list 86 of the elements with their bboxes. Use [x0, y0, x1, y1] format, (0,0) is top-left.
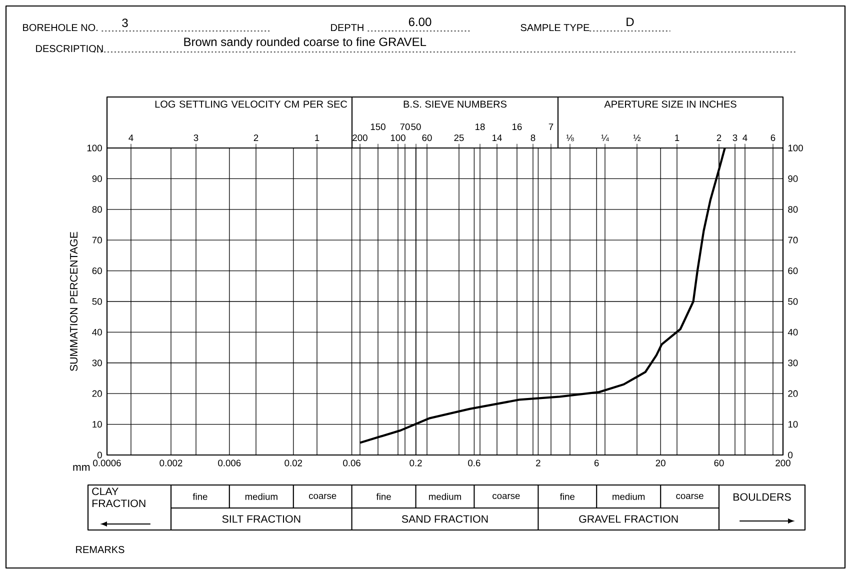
x-tick-label: 200: [776, 460, 790, 466]
y2-tick-label: 40: [788, 328, 798, 336]
text: 3: [732, 134, 738, 142]
x-tick-label: 0.2: [410, 460, 422, 466]
text: 18: [476, 123, 485, 130]
x-tick-label: 0.0006: [93, 460, 121, 466]
x-tick-label: 0.02: [284, 460, 302, 466]
text: BOREHOLE NO.: [23, 24, 98, 32]
y2-tick-label: 20: [788, 390, 798, 397]
y-tick-label: 100: [87, 144, 102, 152]
text: 50: [411, 123, 421, 130]
y2-tick-label: 60: [788, 268, 798, 274]
y2-tick-label: 100: [788, 144, 803, 152]
text: CLAY FRACTION: [92, 488, 146, 508]
text: 3: [122, 18, 128, 28]
text: 25: [454, 134, 464, 142]
y2-tick-label: 90: [788, 175, 798, 182]
text: 200: [352, 134, 368, 142]
y-axis-title: SUMMATION PERCENTAGE: [70, 232, 78, 372]
y-tick-label: 0: [97, 452, 102, 458]
y-tick-label: 20: [92, 390, 102, 397]
text: 100: [390, 134, 406, 142]
text: 1: [675, 134, 680, 141]
text: D: [626, 18, 634, 26]
text: coarse: [308, 494, 336, 500]
text: ⅛: [566, 134, 574, 142]
text: SILT FRACTION: [222, 515, 300, 523]
text: B.S. SIEVE NUMBERS: [404, 100, 506, 108]
text: medium: [245, 493, 278, 500]
x-tick-label: 60: [714, 460, 724, 466]
text: 14: [492, 134, 502, 141]
text: GRAVEL FRACTION: [579, 515, 678, 523]
y-tick-label: 30: [92, 360, 102, 366]
text: 3: [194, 134, 198, 142]
y-tick-label: 40: [92, 328, 102, 336]
text: LOG SETTLING VELOCITY CM PER SEC: [155, 100, 348, 108]
text: 70: [400, 123, 410, 130]
text: 1: [315, 134, 320, 141]
text: 8: [530, 134, 536, 142]
text: fine: [192, 493, 208, 500]
text: 7: [548, 124, 554, 130]
y2-tick-label: 80: [788, 206, 798, 213]
text: REMARKS: [76, 546, 124, 554]
x-axis-title: mm: [73, 465, 90, 471]
x-tick-label: 0.6: [468, 460, 480, 466]
y2-tick-label: 70: [788, 236, 798, 244]
y-tick-label: 50: [92, 298, 102, 305]
x-tick-label: 20: [656, 460, 666, 466]
y2-tick-label: 30: [788, 360, 798, 366]
text: Brown sandy rounded coarse to fine GRAVEL: [184, 37, 426, 48]
y2-tick-label: 10: [788, 421, 798, 428]
text: coarse: [492, 494, 520, 500]
text: 6.00: [408, 18, 432, 26]
text: 60: [422, 134, 432, 142]
text: APERTURE SIZE IN INCHES: [604, 100, 736, 108]
y-tick-label: 80: [92, 206, 102, 213]
text: 4: [742, 134, 748, 141]
text: BOULDERS: [734, 493, 791, 501]
y-tick-label: 10: [92, 421, 102, 428]
text: DESCRIPTION: [36, 45, 103, 52]
text: 6: [770, 134, 776, 142]
y2-tick-label: 50: [788, 298, 798, 305]
text: 2: [254, 134, 258, 141]
y-tick-label: 60: [92, 268, 102, 274]
text: SAND FRACTION: [402, 515, 488, 523]
y-tick-label: 70: [92, 236, 102, 244]
x-tick-label: 0.002: [160, 460, 182, 466]
text: 2: [716, 134, 722, 141]
y-tick-label: 90: [92, 175, 102, 182]
x-tick-label: 2: [536, 460, 540, 466]
x-tick-label: 0.06: [343, 460, 360, 466]
x-tick-label: 6: [594, 460, 599, 466]
text: medium: [612, 493, 645, 500]
text: DEPTH: [331, 24, 364, 31]
text: ½: [633, 134, 641, 141]
text: fine: [376, 493, 391, 500]
x-tick-label: 0.006: [218, 460, 241, 466]
text: 16: [512, 123, 522, 130]
text: fine: [560, 493, 574, 500]
text: medium: [429, 493, 461, 500]
text: coarse: [676, 494, 704, 500]
text: SAMPLE TYPE: [520, 24, 590, 32]
text: ¼: [601, 134, 609, 142]
y2-tick-label: 0: [788, 452, 793, 458]
text: 4: [128, 134, 134, 141]
text: 150: [370, 123, 386, 130]
